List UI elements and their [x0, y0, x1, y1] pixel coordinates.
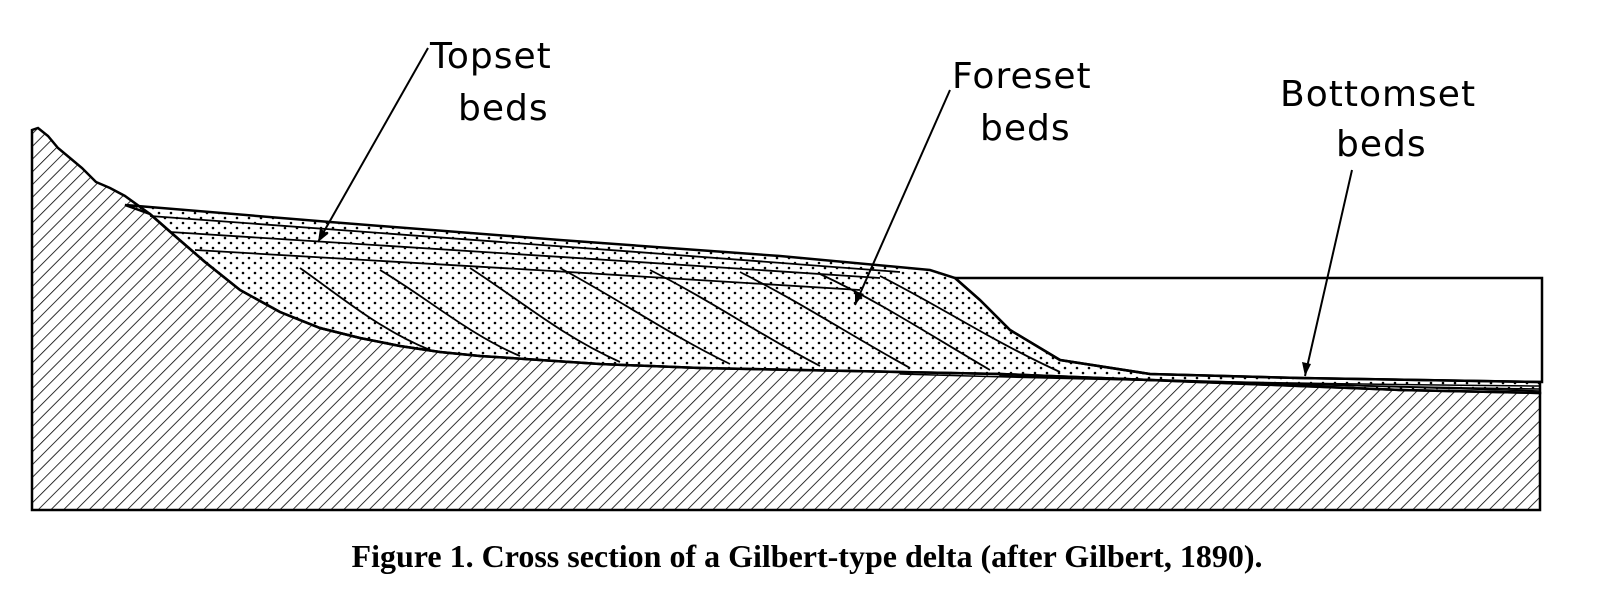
topset-bed-lines — [149, 215, 901, 291]
foreset-bed-lines — [299, 267, 1061, 373]
leader-arrowheads — [318, 228, 1311, 376]
foreset-label-line1: Foreset — [952, 56, 1092, 97]
topset-label-line1: Topset — [429, 36, 552, 77]
bottomset-label-line1: Bottomset — [1280, 74, 1476, 115]
topset-label-line2: beds — [458, 88, 549, 129]
label-leader-lines — [317, 47, 1353, 377]
bottomset-label-line2: beds — [1336, 124, 1427, 165]
bottomset-bed-lines — [899, 373, 1541, 392]
foreset-label-line2: beds — [980, 108, 1071, 149]
delta-cross-section-diagram: Topset beds Foreset beds Bottomset beds — [30, 36, 1544, 512]
figure-caption: Figure 1. Cross section of a Gilbert-typ… — [351, 538, 1263, 574]
